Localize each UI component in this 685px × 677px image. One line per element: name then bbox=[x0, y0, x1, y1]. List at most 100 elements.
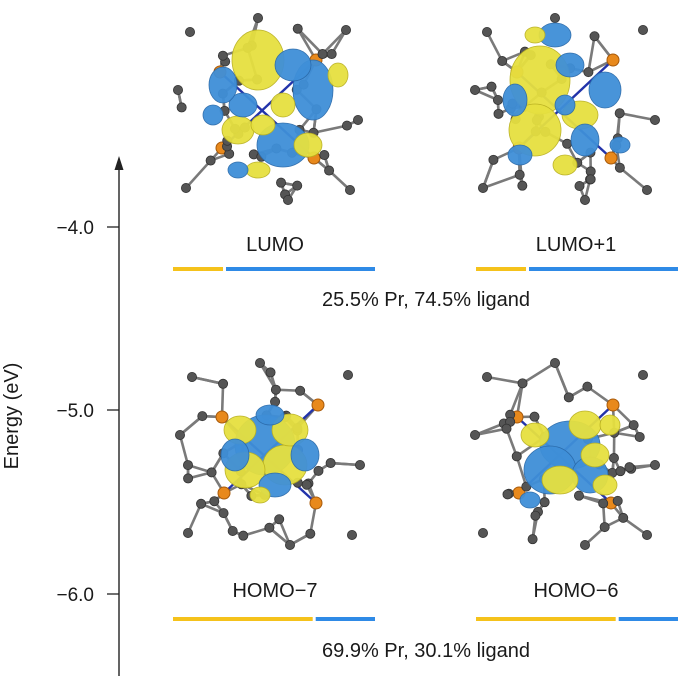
phosphorus-atom bbox=[604, 151, 618, 165]
composition-text-lower: 69.9% Pr, 30.1% ligand bbox=[322, 640, 530, 662]
positive-lobe bbox=[592, 474, 618, 496]
positive-lobe bbox=[293, 132, 323, 158]
carbon-atom bbox=[176, 102, 187, 113]
energy-axis: −4.0 −5.0 −6.0 Energy (eV) bbox=[1, 156, 124, 676]
carbon-atom bbox=[583, 67, 594, 78]
carbon-atom bbox=[325, 458, 336, 469]
carbon-atom bbox=[180, 182, 191, 193]
positive-lobe bbox=[508, 103, 562, 157]
negative-lobe bbox=[290, 438, 320, 472]
negative-lobe bbox=[208, 66, 238, 104]
carbon-atom bbox=[481, 371, 492, 382]
carbon-atom bbox=[196, 498, 207, 509]
negative-lobe bbox=[220, 438, 250, 472]
pr-fraction-bar bbox=[476, 617, 616, 621]
carbon-atom bbox=[270, 384, 281, 395]
carbon-atom bbox=[501, 423, 512, 434]
carbon-atom bbox=[477, 182, 488, 193]
negative-lobe bbox=[555, 52, 585, 78]
pr-fraction-bar bbox=[173, 617, 313, 621]
positive-lobe bbox=[552, 154, 578, 176]
positive-lobe bbox=[568, 410, 602, 440]
bond bbox=[486, 375, 523, 385]
carbon-atom bbox=[550, 12, 561, 23]
carbon-atom bbox=[469, 429, 480, 440]
pr-fraction-bar bbox=[476, 267, 527, 271]
carbon-atom bbox=[580, 540, 591, 551]
carbon-atom bbox=[186, 371, 197, 382]
carbon-atom bbox=[209, 496, 220, 507]
negative-lobe bbox=[507, 144, 533, 166]
carbon-atom bbox=[469, 85, 480, 96]
bond bbox=[186, 503, 203, 534]
positive-lobe bbox=[249, 486, 271, 504]
carbon-atom bbox=[324, 165, 335, 176]
orbital-label-lumo: LUMO bbox=[246, 234, 304, 256]
bond bbox=[619, 111, 656, 122]
negative-lobe bbox=[570, 123, 600, 157]
carbon-atom bbox=[574, 181, 585, 192]
carbon-atom bbox=[274, 514, 285, 525]
orbital-panels bbox=[172, 12, 661, 551]
bond bbox=[481, 159, 495, 189]
carbon-atom bbox=[563, 392, 574, 403]
carbon-atom bbox=[344, 184, 355, 195]
bond bbox=[474, 427, 507, 437]
carbon-atom bbox=[341, 120, 352, 131]
carbon-atom bbox=[562, 138, 573, 149]
bond bbox=[587, 36, 596, 73]
carbon-atom bbox=[608, 452, 619, 463]
carbon-atom bbox=[618, 512, 629, 523]
carbon-atom bbox=[634, 431, 645, 442]
carbon-atom bbox=[580, 194, 591, 205]
carbon-atom bbox=[252, 12, 263, 23]
carbon-atom bbox=[638, 369, 649, 380]
carbon-atom bbox=[282, 194, 293, 205]
positive-lobe bbox=[221, 115, 255, 145]
negative-lobe bbox=[502, 83, 528, 117]
bond bbox=[191, 375, 224, 386]
carbon-atom bbox=[218, 378, 229, 389]
bond bbox=[515, 455, 528, 488]
carbon-atom bbox=[217, 50, 228, 61]
carbon-atom bbox=[650, 115, 661, 126]
carbon-atom bbox=[614, 108, 625, 119]
bond bbox=[482, 173, 521, 190]
negative-lobe bbox=[274, 48, 312, 82]
orbital-lobes bbox=[502, 22, 631, 176]
tick-label: −4.0 bbox=[56, 218, 94, 239]
carbon-atom bbox=[529, 411, 540, 422]
orbital-label-lumo-plus-1: LUMO+1 bbox=[536, 234, 617, 256]
carbon-atom bbox=[292, 23, 303, 34]
carbon-atom bbox=[628, 420, 639, 431]
negative-lobe bbox=[227, 161, 249, 179]
carbon-atom bbox=[319, 150, 330, 161]
phosphorus-atom bbox=[606, 53, 620, 67]
carbon-atom bbox=[227, 526, 238, 537]
molecule-lumo-plus-1 bbox=[469, 12, 661, 205]
negative-lobe bbox=[519, 491, 541, 509]
carbon-atom bbox=[305, 528, 316, 539]
carbon-atom bbox=[340, 24, 351, 35]
orbital-label-homo-minus-7: HOMO−7 bbox=[232, 580, 317, 602]
carbon-atom bbox=[313, 465, 324, 476]
carbon-atom bbox=[342, 369, 353, 380]
positive-lobe bbox=[250, 114, 276, 136]
tick-label: −6.0 bbox=[56, 585, 94, 606]
composition-bars bbox=[173, 267, 678, 621]
negative-lobe bbox=[202, 104, 224, 126]
carbon-atom bbox=[492, 94, 503, 105]
carbon-atom bbox=[624, 462, 635, 473]
carbon-atom bbox=[539, 497, 550, 508]
carbon-atom bbox=[238, 530, 249, 541]
carbon-atom bbox=[184, 26, 195, 37]
carbon-atom bbox=[254, 357, 265, 368]
phosphorus-atom bbox=[311, 398, 325, 412]
carbon-atom bbox=[284, 540, 295, 551]
ligand-fraction-bar bbox=[529, 267, 678, 271]
positive-lobe bbox=[541, 465, 579, 495]
carbon-atom bbox=[517, 378, 528, 389]
carbon-atom bbox=[497, 56, 508, 67]
positive-lobe bbox=[327, 62, 349, 88]
